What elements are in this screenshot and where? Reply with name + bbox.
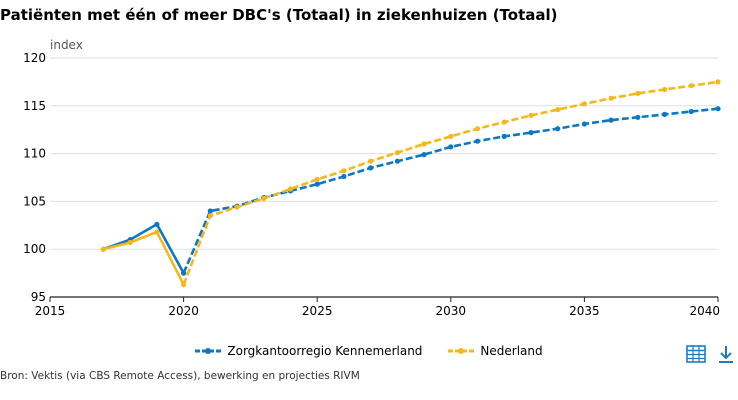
legend-label-kennemerland: Zorgkantoorregio Kennemerland: [227, 344, 423, 358]
data-point-1-2037[interactable]: [635, 90, 641, 96]
data-point-1-2033[interactable]: [528, 112, 534, 118]
x-tick-label-2025: 2025: [302, 304, 333, 318]
axes: 95 100 105 110 115 120 index 2015 2020 2025 2030 20…: [23, 38, 720, 318]
y-tick-label-105: 105: [23, 194, 46, 208]
data-point-1-2034[interactable]: [555, 107, 561, 113]
data-point-1-2029[interactable]: [421, 141, 427, 147]
series-line-solid-1: [103, 230, 185, 286]
data-point-0-2031[interactable]: [474, 138, 481, 144]
legend-item-nederland[interactable]: Nederland: [448, 344, 543, 358]
x-tick-label-2035: 2035: [569, 304, 600, 318]
data-point-0-2036[interactable]: [608, 117, 614, 123]
data-point-1-2027[interactable]: [368, 158, 374, 164]
legend-swatch-nederland: [448, 348, 475, 354]
chart-tools: [686, 344, 736, 364]
data-point-0-2030[interactable]: [448, 144, 454, 150]
download-icon[interactable]: [716, 344, 736, 364]
x-tick-label-2030: 2030: [436, 304, 467, 318]
data-point-1-2030[interactable]: [448, 133, 454, 139]
data-point-1-2032[interactable]: [501, 119, 507, 125]
data-point-1-2019[interactable]: [154, 229, 160, 235]
x-tick-label-2015: 2015: [35, 304, 66, 318]
data-point-1-2025[interactable]: [314, 176, 320, 182]
data-point-1-2036[interactable]: [608, 95, 614, 101]
data-point-1-2020[interactable]: [181, 282, 187, 288]
data-point-1-2031[interactable]: [474, 126, 481, 132]
y-axis-unit-label: index: [50, 38, 83, 52]
data-point-0-2034[interactable]: [555, 126, 561, 132]
legend: Zorgkantoorregio Kennemerland Nederland: [0, 342, 738, 360]
data-point-1-2024[interactable]: [287, 186, 294, 192]
table-icon[interactable]: [686, 344, 706, 364]
data-point-1-2026[interactable]: [341, 168, 347, 174]
legend-item-kennemerland[interactable]: Zorgkantoorregio Kennemerland: [195, 344, 422, 358]
y-tick-label-115: 115: [23, 99, 46, 113]
gridlines: [50, 57, 718, 250]
x-tick-label-2040: 2040: [689, 304, 720, 318]
y-tick-label-120: 120: [23, 51, 46, 65]
legend-label-nederland: Nederland: [480, 344, 543, 358]
data-point-0-2020[interactable]: [181, 270, 187, 276]
data-point-1-2021[interactable]: [207, 213, 213, 219]
data-point-0-2033[interactable]: [528, 130, 534, 136]
data-point-1-2023[interactable]: [261, 195, 267, 202]
series-lines: [100, 79, 721, 288]
source-note: Bron: Vektis (via CBS Remote Access), be…: [0, 370, 360, 382]
legend-swatch-kennemerland: [195, 348, 222, 354]
data-point-0-2019[interactable]: [154, 221, 160, 227]
data-point-0-2035[interactable]: [581, 121, 588, 127]
data-point-1-2035[interactable]: [581, 101, 588, 107]
data-point-1-2028[interactable]: [394, 150, 400, 156]
data-point-1-2018[interactable]: [127, 239, 133, 246]
y-tick-label-100: 100: [23, 242, 46, 256]
data-point-1-2022[interactable]: [234, 204, 240, 210]
x-tick-label-2020: 2020: [168, 304, 199, 318]
data-point-0-2021[interactable]: [207, 208, 213, 214]
data-point-1-2038[interactable]: [662, 86, 668, 93]
y-tick-label-95: 95: [31, 290, 46, 304]
data-point-0-2038[interactable]: [662, 111, 668, 117]
data-point-1-2017[interactable]: [100, 246, 106, 252]
data-point-1-2040[interactable]: [715, 79, 721, 85]
y-tick-label-110: 110: [23, 147, 46, 161]
chart-title: Patiënten met één of meer DBC's (Totaal)…: [0, 6, 558, 24]
data-point-0-2029[interactable]: [421, 152, 427, 158]
data-point-0-2039[interactable]: [688, 108, 694, 115]
series-line-dashed-0: [182, 107, 719, 274]
series-line-dashed-1: [182, 80, 719, 286]
series-line-solid-0: [102, 223, 185, 274]
data-point-0-2032[interactable]: [501, 133, 507, 139]
data-point-0-2027[interactable]: [368, 165, 374, 171]
data-point-0-2037[interactable]: [635, 114, 641, 120]
data-point-0-2040[interactable]: [715, 106, 721, 112]
data-point-1-2039[interactable]: [688, 83, 694, 89]
data-point-0-2025[interactable]: [314, 181, 320, 187]
data-point-0-2028[interactable]: [394, 158, 400, 164]
data-point-0-2026[interactable]: [341, 173, 347, 180]
